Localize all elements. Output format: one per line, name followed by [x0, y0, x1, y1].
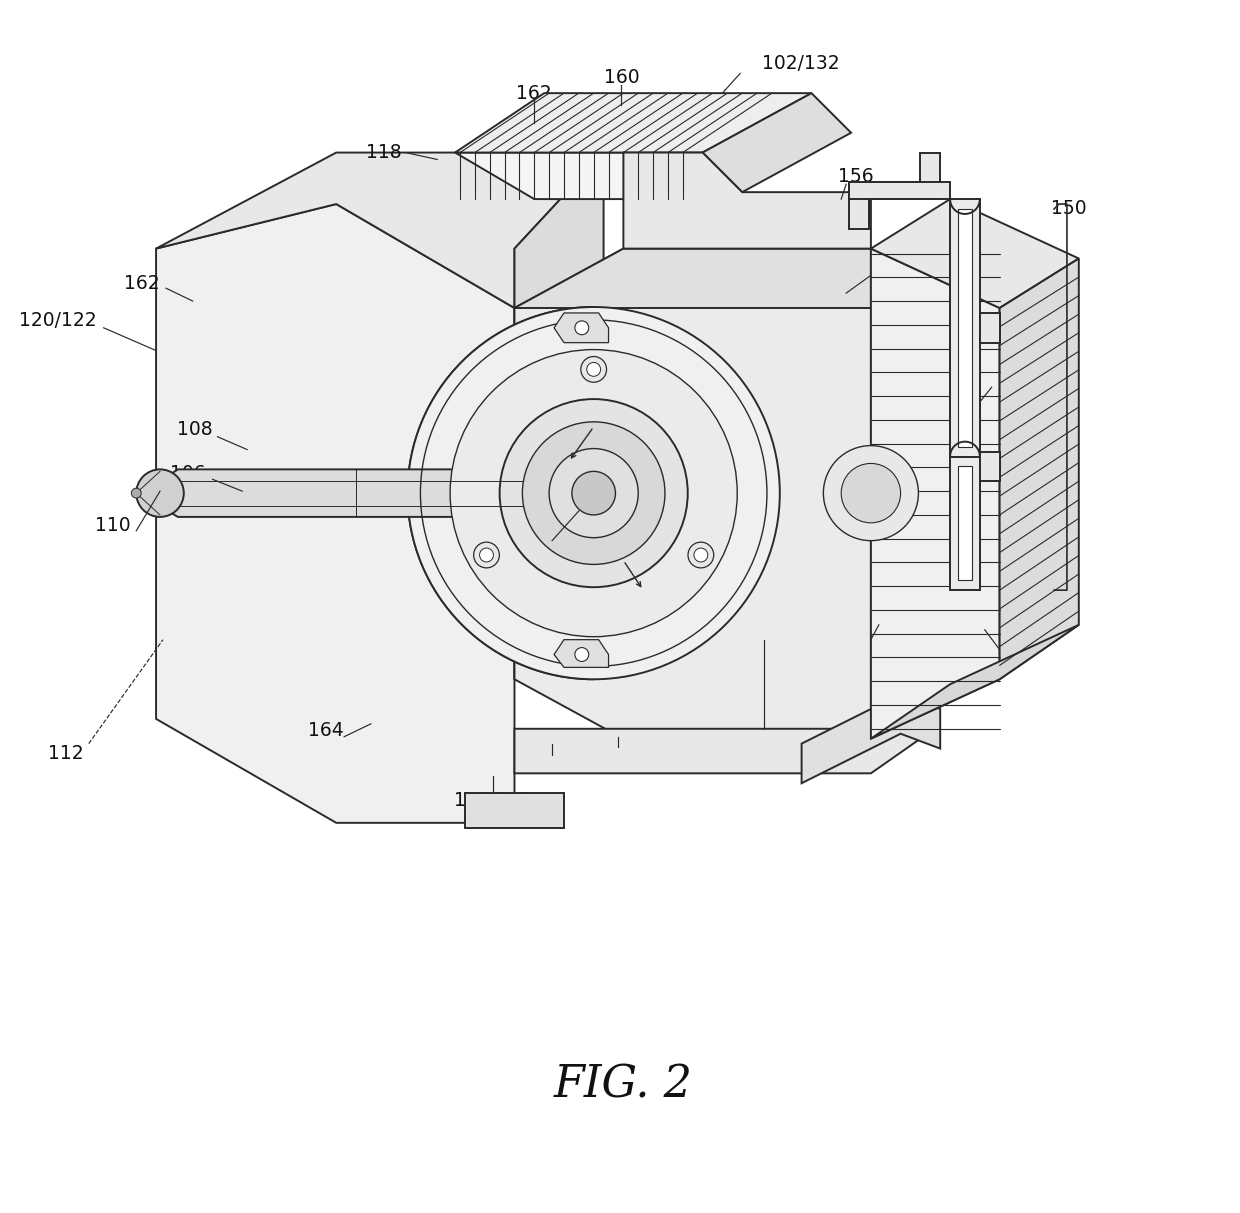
Circle shape	[580, 357, 606, 382]
Circle shape	[587, 363, 600, 376]
Polygon shape	[849, 153, 940, 229]
Text: 150: 150	[1052, 199, 1086, 218]
Polygon shape	[950, 199, 980, 456]
Polygon shape	[801, 694, 940, 784]
Text: 118: 118	[366, 143, 402, 163]
Circle shape	[841, 463, 900, 523]
Circle shape	[549, 449, 639, 537]
Text: 162: 162	[517, 84, 552, 103]
Circle shape	[408, 307, 780, 679]
Text: 154: 154	[534, 539, 570, 558]
Polygon shape	[554, 639, 609, 667]
Text: 152: 152	[992, 615, 1027, 634]
Polygon shape	[849, 182, 950, 199]
Polygon shape	[624, 153, 870, 249]
Circle shape	[823, 445, 919, 541]
Text: 114: 114	[600, 744, 636, 763]
Text: 120/122: 120/122	[454, 791, 532, 809]
Polygon shape	[959, 209, 972, 446]
Circle shape	[500, 399, 688, 587]
Text: 160: 160	[604, 68, 639, 87]
Text: 160: 160	[534, 751, 570, 770]
Circle shape	[131, 488, 141, 499]
Text: 154: 154	[868, 258, 904, 278]
Polygon shape	[980, 313, 999, 342]
Polygon shape	[980, 451, 999, 482]
Text: 116: 116	[885, 609, 921, 627]
Polygon shape	[515, 249, 870, 308]
Polygon shape	[579, 461, 614, 525]
Polygon shape	[156, 204, 515, 822]
Text: 108: 108	[177, 420, 212, 439]
Circle shape	[522, 422, 665, 564]
Text: 102/132: 102/132	[763, 53, 839, 73]
Polygon shape	[870, 199, 1079, 308]
Polygon shape	[870, 625, 1079, 739]
Polygon shape	[999, 258, 1079, 679]
Polygon shape	[465, 793, 564, 827]
Polygon shape	[870, 249, 999, 739]
Polygon shape	[554, 313, 609, 342]
Text: 156: 156	[992, 371, 1027, 389]
Polygon shape	[703, 93, 851, 192]
Circle shape	[694, 548, 708, 562]
Circle shape	[575, 648, 589, 661]
Text: 162: 162	[124, 274, 160, 292]
Circle shape	[480, 548, 494, 562]
Circle shape	[572, 472, 615, 516]
Polygon shape	[160, 469, 594, 517]
Polygon shape	[515, 249, 870, 739]
Text: 156: 156	[838, 167, 874, 186]
Polygon shape	[455, 153, 703, 199]
Text: 112: 112	[48, 744, 84, 763]
Text: 120/122: 120/122	[19, 312, 97, 330]
Text: 164: 164	[309, 722, 345, 740]
Text: 130: 130	[746, 638, 781, 657]
Polygon shape	[515, 153, 604, 679]
Circle shape	[450, 349, 738, 637]
Polygon shape	[950, 456, 980, 591]
Circle shape	[474, 542, 500, 568]
Text: 110: 110	[94, 517, 130, 535]
Polygon shape	[515, 699, 920, 774]
Polygon shape	[156, 153, 604, 308]
Circle shape	[688, 542, 714, 568]
Polygon shape	[959, 467, 972, 580]
Text: 106: 106	[170, 463, 206, 483]
Circle shape	[136, 469, 184, 517]
Text: FIG. 2: FIG. 2	[554, 1064, 693, 1106]
Circle shape	[575, 321, 589, 335]
Polygon shape	[455, 93, 811, 153]
